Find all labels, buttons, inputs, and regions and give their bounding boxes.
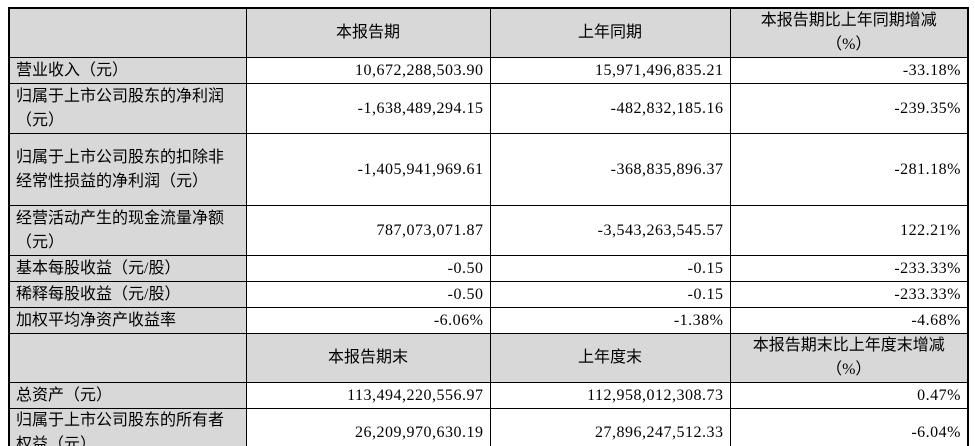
change-value: -33.18% bbox=[729, 57, 969, 84]
prior-value: -0.15 bbox=[489, 255, 731, 282]
current-value: 10,672,288,503.90 bbox=[245, 57, 491, 84]
row-label: 经营活动产生的现金流量净额（元） bbox=[8, 205, 247, 256]
current-value: -0.50 bbox=[245, 281, 491, 308]
table-row-total-assets: 总资产（元） 113,494,220,556.97 112,958,012,30… bbox=[8, 382, 969, 409]
table-row-net-profit: 归属于上市公司股东的净利润（元） -1,638,489,294.15 -482,… bbox=[8, 83, 969, 134]
header-change-line2: （%） bbox=[826, 361, 872, 378]
current-value: -1,638,489,294.15 bbox=[245, 83, 491, 134]
current-value: -0.50 bbox=[245, 255, 491, 282]
change-value: -239.35% bbox=[729, 83, 969, 134]
header-change-line1: 本报告期末比上年度末增减 bbox=[752, 337, 945, 354]
header-row-period: 本报告期 上年同期 本报告期比上年同期增减 （%） bbox=[8, 7, 969, 58]
row-label: 营业收入（元） bbox=[8, 57, 247, 84]
table-row-net-profit-excl-nonrecurring: 归属于上市公司股东的扣除非经常性损益的净利润（元） -1,405,941,969… bbox=[8, 133, 969, 206]
financial-summary-table: 本报告期 上年同期 本报告期比上年同期增减 （%） 营业收入（元） 10,672… bbox=[8, 7, 969, 446]
change-value: -4.68% bbox=[729, 307, 969, 334]
current-value: 787,073,071.87 bbox=[245, 205, 491, 256]
header-cell-current-period: 本报告期 bbox=[245, 7, 491, 58]
table-row-weighted-avg-roe: 加权平均净资产收益率 -6.06% -1.38% -4.68% bbox=[8, 307, 969, 334]
current-value: -1,405,941,969.61 bbox=[245, 133, 491, 206]
row-label: 总资产（元） bbox=[8, 382, 247, 409]
header-change-line2: （%） bbox=[826, 36, 872, 53]
header-row-period-end: 本报告期末 上年度末 本报告期末比上年度末增减 （%） bbox=[8, 333, 969, 383]
row-label: 归属于上市公司股东的净利润（元） bbox=[8, 83, 247, 134]
header-change-line1: 本报告期比上年同期增减 bbox=[760, 12, 937, 29]
prior-value: -368,835,896.37 bbox=[489, 133, 731, 206]
current-value: -6.06% bbox=[245, 307, 491, 334]
header-cell-empty bbox=[8, 333, 247, 383]
header-cell-change: 本报告期比上年同期增减 （%） bbox=[729, 7, 969, 58]
change-value: 0.47% bbox=[729, 382, 969, 409]
prior-value: 27,896,247,512.33 bbox=[489, 408, 731, 446]
change-value: -233.33% bbox=[729, 255, 969, 282]
change-value: -281.18% bbox=[729, 133, 969, 206]
header-cell-period-end: 本报告期末 bbox=[245, 333, 491, 383]
table-row-shareholders-equity: 归属于上市公司股东的所有者权益（元） 26,209,970,630.19 27,… bbox=[8, 408, 969, 446]
table-row-revenue: 营业收入（元） 10,672,288,503.90 15,971,496,835… bbox=[8, 57, 969, 84]
header-cell-prior-year-end: 上年度末 bbox=[489, 333, 731, 383]
change-value: -233.33% bbox=[729, 281, 969, 308]
header-cell-prior-period: 上年同期 bbox=[489, 7, 731, 58]
table-row-operating-cash-flow: 经营活动产生的现金流量净额（元） 787,073,071.87 -3,543,2… bbox=[8, 205, 969, 256]
prior-value: -482,832,185.16 bbox=[489, 83, 731, 134]
table-row-basic-eps: 基本每股收益（元/股） -0.50 -0.15 -233.33% bbox=[8, 255, 969, 282]
prior-value: -1.38% bbox=[489, 307, 731, 334]
prior-value: -0.15 bbox=[489, 281, 731, 308]
prior-value: -3,543,263,545.57 bbox=[489, 205, 731, 256]
row-label: 归属于上市公司股东的扣除非经常性损益的净利润（元） bbox=[8, 133, 247, 206]
current-value: 113,494,220,556.97 bbox=[245, 382, 491, 409]
change-value: 122.21% bbox=[729, 205, 969, 256]
change-value: -6.04% bbox=[729, 408, 969, 446]
table-row-diluted-eps: 稀释每股收益（元/股） -0.50 -0.15 -233.33% bbox=[8, 281, 969, 308]
prior-value: 15,971,496,835.21 bbox=[489, 57, 731, 84]
row-label: 加权平均净资产收益率 bbox=[8, 307, 247, 334]
header-cell-change-period-end: 本报告期末比上年度末增减 （%） bbox=[729, 333, 969, 383]
row-label: 稀释每股收益（元/股） bbox=[8, 281, 247, 308]
row-label: 归属于上市公司股东的所有者权益（元） bbox=[8, 408, 247, 446]
row-label: 基本每股收益（元/股） bbox=[8, 255, 247, 282]
current-value: 26,209,970,630.19 bbox=[245, 408, 491, 446]
prior-value: 112,958,012,308.73 bbox=[489, 382, 731, 409]
header-cell-empty bbox=[8, 7, 247, 58]
